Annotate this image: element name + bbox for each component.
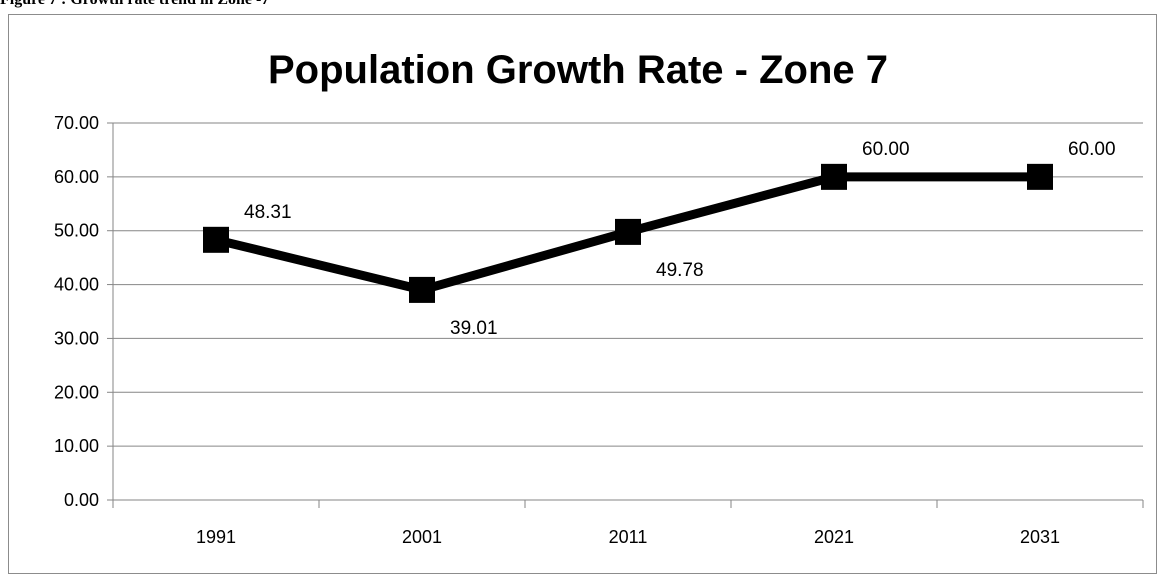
data-point-marker [409, 276, 435, 303]
data-label: 49.78 [656, 260, 704, 281]
data-point-marker [821, 163, 847, 190]
y-tick-label: 30.00 [54, 328, 99, 348]
line-chart: Population Growth Rate - Zone 7 0.00 10.0… [54, 48, 1144, 547]
y-tick-label: 20.00 [54, 382, 99, 402]
chart-title: Population Growth Rate - Zone 7 [268, 48, 888, 92]
data-label: 60.00 [862, 139, 910, 160]
y-tick-labels: 0.00 10.00 20.00 30.00 40.00 50.00 60.00 70.00 [54, 113, 99, 510]
y-tick-label: 0.00 [64, 490, 99, 510]
x-tick-label: 2021 [814, 527, 854, 547]
gridlines [113, 122, 1143, 447]
data-labels: 48.31 39.01 49.78 60.00 60.00 [244, 139, 1116, 339]
data-markers [203, 163, 1053, 303]
x-tick-label: 2031 [1020, 527, 1060, 547]
y-tick-label: 60.00 [54, 167, 99, 187]
data-label: 60.00 [1068, 139, 1116, 160]
x-tick-labels: 1991 2001 2011 2021 2031 [196, 527, 1060, 547]
axes [107, 122, 1144, 508]
data-label: 48.31 [244, 202, 292, 223]
chart-frame [8, 14, 1157, 574]
x-tick-label: 2001 [402, 527, 442, 547]
x-tick-label: 2011 [609, 527, 648, 547]
data-label: 39.01 [450, 318, 498, 339]
y-tick-label: 40.00 [54, 275, 99, 295]
y-tick-label: 70.00 [54, 113, 99, 133]
data-point-marker [1027, 163, 1053, 190]
data-point-marker [203, 226, 229, 253]
figure-caption: Figure 7 : Growth rate trend in Zone -7 [0, 0, 269, 9]
y-tick-label: 10.00 [54, 436, 99, 456]
data-point-marker [615, 218, 641, 245]
y-tick-label: 50.00 [54, 221, 99, 241]
x-tick-label: 1991 [196, 527, 236, 547]
